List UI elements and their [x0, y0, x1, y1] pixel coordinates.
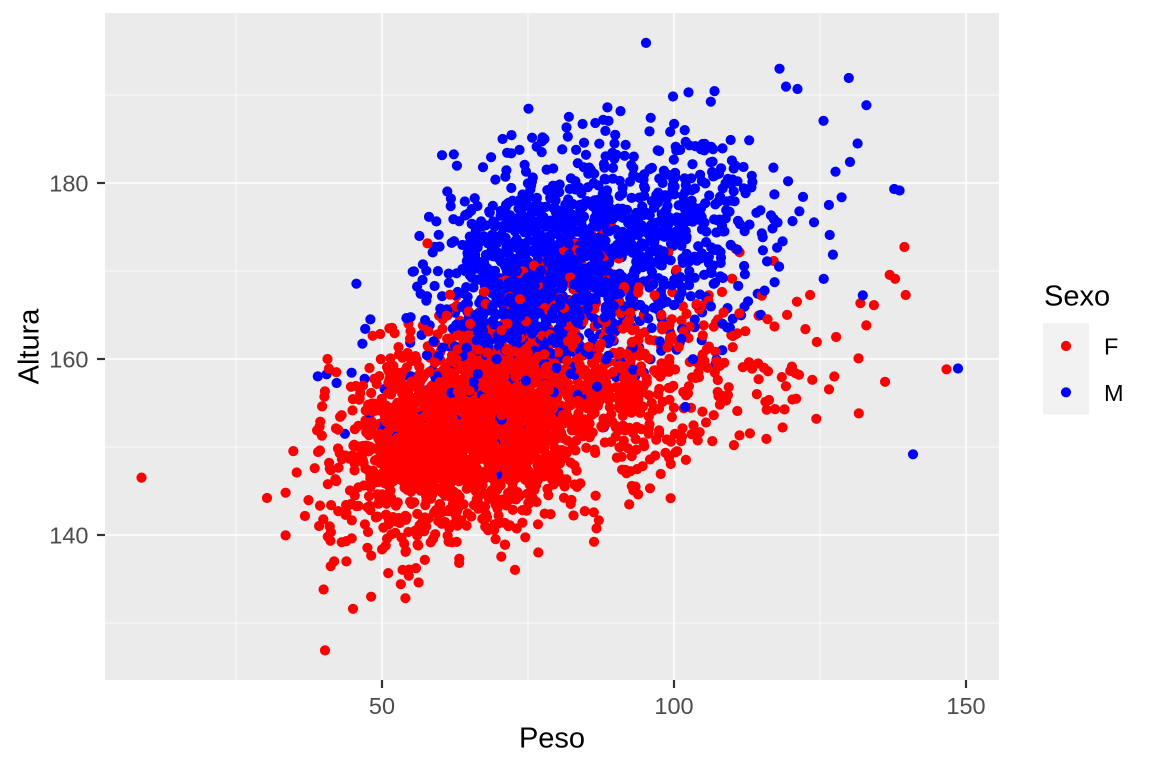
svg-text:Altura: Altura	[14, 308, 46, 385]
svg-text:F: F	[1104, 334, 1118, 360]
svg-text:100: 100	[654, 693, 693, 719]
svg-text:150: 150	[946, 693, 985, 719]
svg-text:160: 160	[49, 347, 88, 373]
svg-text:180: 180	[49, 171, 88, 197]
svg-text:Sexo: Sexo	[1044, 281, 1110, 313]
svg-text:Peso: Peso	[519, 723, 585, 755]
svg-text:M: M	[1104, 380, 1124, 406]
svg-text:140: 140	[49, 523, 88, 549]
svg-text:50: 50	[369, 693, 395, 719]
